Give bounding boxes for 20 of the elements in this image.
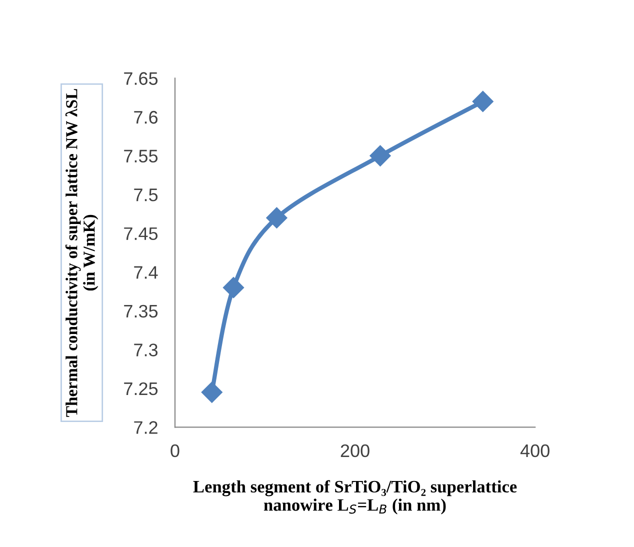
y-axis-title: Thermal conductivity of super lattice NW λSL (in W/mK) bbox=[65, 88, 98, 417]
point bbox=[266, 207, 288, 228]
y-tick-label: 7.65 bbox=[124, 72, 158, 85]
y-tick-label: 7.3 bbox=[134, 344, 158, 356]
y-tick-label: 7.35 bbox=[124, 304, 158, 318]
y-tick-label: 7.25 bbox=[124, 382, 158, 396]
point bbox=[201, 382, 222, 403]
point bbox=[222, 277, 244, 298]
y-tick-label: 7.4 bbox=[134, 266, 158, 279]
x-tick-label: 0 bbox=[170, 444, 180, 458]
point bbox=[370, 145, 391, 166]
y-tick-label: 7.55 bbox=[124, 150, 158, 162]
y-tick-label: 7.45 bbox=[124, 227, 158, 240]
x-tick-label: 400 bbox=[520, 444, 550, 458]
x-tick-label: 200 bbox=[340, 444, 370, 458]
x-axis-title: Length segment of SrTiO₃/TiO₂ superlattice nanowire L$_{S}$=L$_{B}$ (in nm) bbox=[193, 480, 517, 514]
y-tick-label: 7.2 bbox=[134, 421, 158, 434]
y-tick-label: 7.6 bbox=[134, 110, 158, 124]
point bbox=[472, 90, 494, 112]
y-tick-label: 7.5 bbox=[134, 188, 158, 202]
